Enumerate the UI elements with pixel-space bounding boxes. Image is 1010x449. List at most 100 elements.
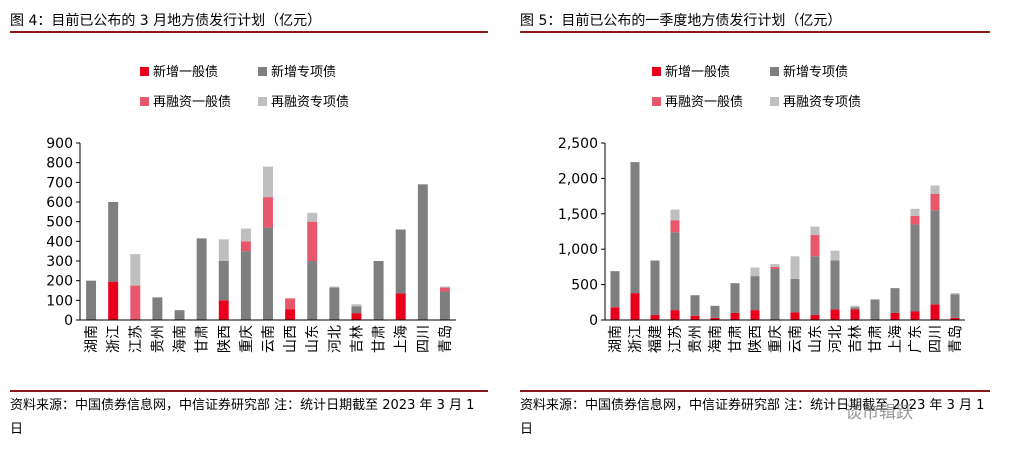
bar-segment (108, 281, 119, 320)
bar-segment (307, 261, 318, 320)
x-tick-label: 山东 (305, 325, 321, 353)
bar-segment (910, 224, 920, 312)
bar-segment (218, 239, 229, 261)
bar-segment (610, 307, 620, 320)
bar-segment (790, 278, 800, 313)
bar-segment (930, 304, 940, 320)
bar-segment (770, 266, 780, 270)
bar-segment (690, 295, 700, 316)
bar-segment (439, 291, 450, 320)
y-tick-label: 800 (46, 156, 73, 172)
bar-segment (830, 309, 840, 320)
bar-segment (152, 297, 163, 320)
y-tick-label: 2,500 (558, 136, 598, 152)
bar-segment (307, 212, 318, 222)
x-tick-label: 广东 (908, 325, 924, 353)
x-tick-label: 甘肃 (195, 325, 211, 353)
bar-segment (240, 241, 251, 252)
bar-segment (630, 293, 640, 320)
bar-segment (439, 286, 450, 288)
bar-segment (285, 298, 296, 310)
bar-segment (890, 288, 900, 313)
y-tick-label: 1,000 (558, 242, 598, 258)
bar-segment (730, 312, 740, 320)
bar-segment (263, 197, 273, 228)
legend-label: 再融资专项债 (271, 95, 349, 110)
bar-segment (108, 202, 119, 282)
bar-segment (710, 317, 720, 320)
x-tick-label: 河北 (828, 325, 844, 353)
legend-swatch (652, 67, 661, 76)
bar-segment (174, 310, 185, 320)
x-tick-label: 浙江 (106, 325, 122, 353)
bar-segment (910, 215, 920, 225)
legend-label: 新增专项债 (783, 64, 848, 80)
x-tick-label: 重庆 (768, 325, 784, 353)
bar-segment (373, 261, 384, 320)
legend-label: 新增专项债 (271, 64, 336, 80)
bar-segment (690, 315, 700, 320)
x-tick-label: 湖南 (608, 325, 624, 353)
x-tick-label: 江苏 (128, 325, 144, 353)
watermark: 谈市辑跃 (845, 403, 913, 423)
y-tick-label: 0 (64, 313, 73, 329)
bar-segment (850, 307, 860, 310)
bar-segment (930, 185, 940, 194)
legend-swatch (140, 67, 149, 76)
bar-segment (307, 221, 318, 261)
y-tick-label: 700 (46, 175, 73, 191)
bar-segment (650, 315, 660, 320)
y-tick-label: 0 (589, 313, 598, 329)
y-tick-label: 600 (46, 195, 73, 211)
legend-label: 再融资一般债 (665, 94, 743, 110)
x-tick-label: 福建 (648, 325, 664, 353)
y-tick-label: 1,500 (558, 207, 598, 223)
bar-segment (910, 311, 920, 320)
bar-segment (950, 317, 960, 320)
source-note: 资料来源：中国债券信息网，中信证券研究部 注：统计日期截至 2023 年 3 月… (520, 398, 985, 437)
y-tick-label: 100 (46, 293, 73, 309)
bar-segment (770, 264, 780, 267)
x-tick-label: 湖南 (84, 325, 100, 353)
bar-segment (439, 287, 450, 292)
bar-segment (196, 238, 207, 320)
x-tick-label: 云南 (261, 325, 277, 353)
title-rule (520, 31, 990, 33)
x-tick-label: 陕西 (748, 325, 764, 353)
y-tick-label: 300 (46, 254, 73, 270)
x-tick-label: 上海 (888, 325, 904, 353)
x-tick-label: 贵州 (688, 325, 704, 353)
bar-segment (395, 293, 406, 320)
bar-segment (670, 232, 680, 311)
chart-panel-right: 图 5：目前已公布的一季度地方债发行计划（亿元） 新增一般债 新增专项债 再融资一般… (520, 0, 1000, 449)
bar-segment (218, 300, 229, 320)
x-tick-label: 陕西 (217, 325, 233, 353)
legend-swatch (258, 67, 267, 76)
bar-segment (950, 293, 960, 295)
bar-segment (810, 256, 820, 316)
x-tick-label: 甘肃 (728, 325, 744, 353)
x-tick-label: 贵州 (150, 325, 166, 353)
legend-swatch (770, 67, 779, 76)
bar-segment (890, 312, 900, 320)
y-tick-label: 500 (571, 278, 598, 294)
legend-label: 再融资专项债 (783, 95, 861, 110)
source-rule (10, 390, 488, 392)
legend-swatch (652, 97, 661, 106)
bar-segment (910, 208, 920, 216)
legend-label: 再融资一般债 (153, 94, 231, 110)
y-tick-label: 900 (46, 136, 73, 152)
chart-panel-left: 图 4：目前已公布的 3 月地方债发行计划（亿元） 新增一般债 新增专项债 再融资一… (10, 0, 488, 449)
bar-segment (218, 261, 229, 301)
bar-segment (263, 227, 273, 320)
bar-segment (810, 226, 820, 236)
bar-segment (86, 280, 97, 320)
bar-segment (950, 294, 960, 318)
x-tick-label: 青岛 (948, 325, 964, 353)
bar-segment (329, 287, 340, 320)
bar-segment (810, 235, 820, 257)
legend-swatch (770, 97, 779, 106)
chart-title: 图 4：目前已公布的 3 月地方债发行计划（亿元） (10, 13, 322, 29)
bar-segment (730, 283, 740, 313)
